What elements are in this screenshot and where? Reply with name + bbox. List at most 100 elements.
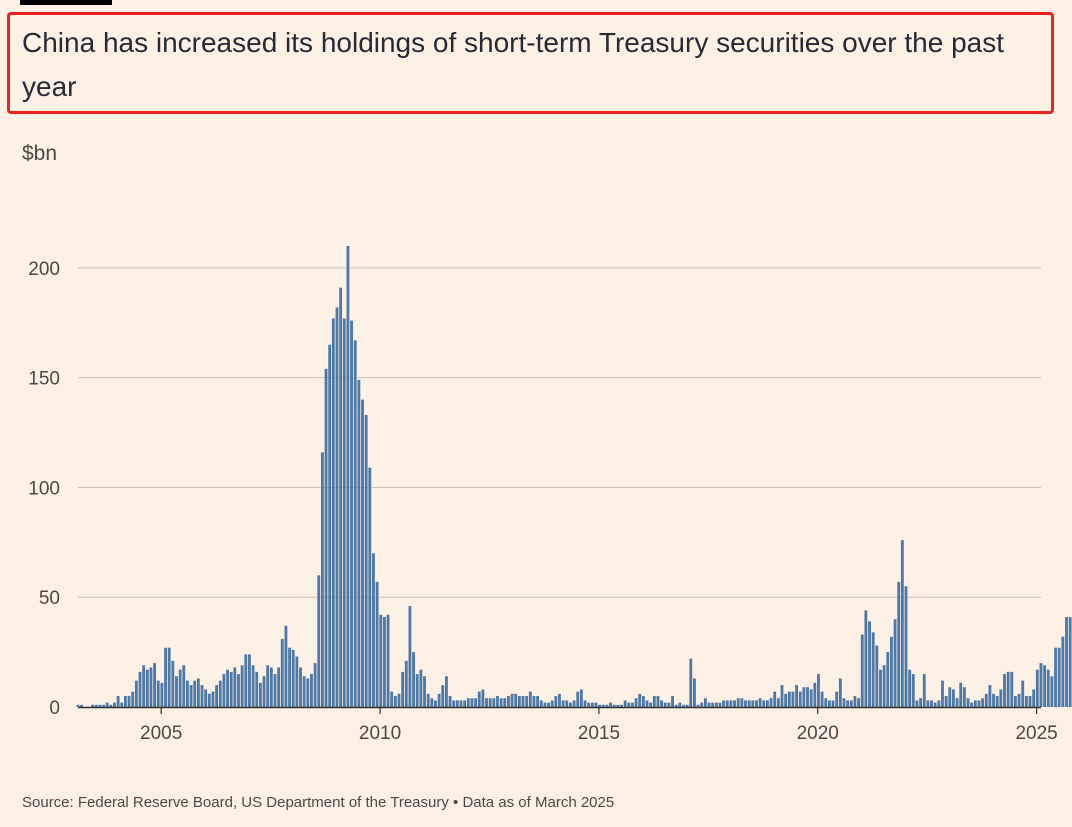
bar [426,693,430,707]
bar [244,654,248,707]
bar [124,696,127,707]
gridlines [78,267,1041,598]
bar [831,700,835,707]
bar [846,700,850,707]
bar [919,698,923,707]
bar [1054,647,1057,707]
bar [711,702,715,707]
bar [678,702,682,707]
bar [532,696,536,707]
bar [145,669,149,707]
bar [105,702,109,707]
bar [266,665,270,707]
bar [897,581,901,707]
bar [944,696,948,707]
y-tick-label: 50 [39,588,60,609]
bar [317,575,321,707]
bar [474,698,478,707]
bar [459,700,463,707]
bar [1032,689,1036,707]
bar [229,671,233,707]
bar [226,669,229,707]
bar [470,698,474,707]
bar [565,700,569,707]
bar [481,689,485,707]
bar [911,674,915,707]
bar [576,691,580,707]
bar [813,682,817,707]
bar [120,702,124,707]
bar [937,700,941,707]
brand-bar [20,0,112,5]
bar [554,696,558,707]
bar [379,614,383,707]
bar [423,676,426,707]
bar [94,704,98,707]
bar [196,678,200,707]
bar [404,660,408,707]
bar [102,704,105,707]
bar [353,340,357,707]
bar [153,663,157,707]
bar [835,691,839,707]
bar [357,379,361,707]
bar [623,700,627,707]
bar [849,700,853,707]
bar [817,674,820,707]
bar [893,619,897,707]
bar [382,616,386,707]
bar [455,700,459,707]
bar [1061,636,1065,707]
bar [641,696,645,707]
bar [412,652,415,707]
bar [506,696,510,707]
bar [156,680,160,707]
bar [251,665,255,707]
bar [572,700,576,707]
bar [682,704,685,707]
bar [787,691,791,707]
bar [393,696,397,707]
bar [1065,616,1068,707]
chart-title: China has increased its holdings of shor… [22,27,1005,102]
bar [652,696,656,707]
bar [765,700,769,707]
bar [827,700,831,707]
bar [211,691,215,707]
bar [1039,663,1043,707]
bar [751,700,755,707]
bar [339,287,343,707]
bar [634,698,638,707]
bar [776,698,780,707]
bar [401,671,405,707]
bar [320,452,324,707]
bar [536,696,540,707]
bar [656,696,660,707]
bar [503,698,507,707]
bar [390,691,394,707]
bar [492,698,496,707]
bar [127,696,131,707]
bar [663,702,667,707]
bar [372,553,375,707]
bar [948,687,952,707]
bar [335,307,339,707]
bar [977,700,981,707]
bar [1021,680,1025,707]
bar [167,647,171,707]
bar [437,693,441,707]
bar [992,693,995,707]
bar [222,674,226,707]
bar [255,671,259,707]
bar [769,698,773,707]
bar [857,698,861,707]
bar [525,696,529,707]
bar [609,702,612,707]
bar [1057,647,1061,707]
bar [331,318,335,707]
bar [258,682,262,707]
bar [200,685,204,707]
bar [109,704,113,707]
bar [346,245,350,707]
bar [889,636,893,707]
